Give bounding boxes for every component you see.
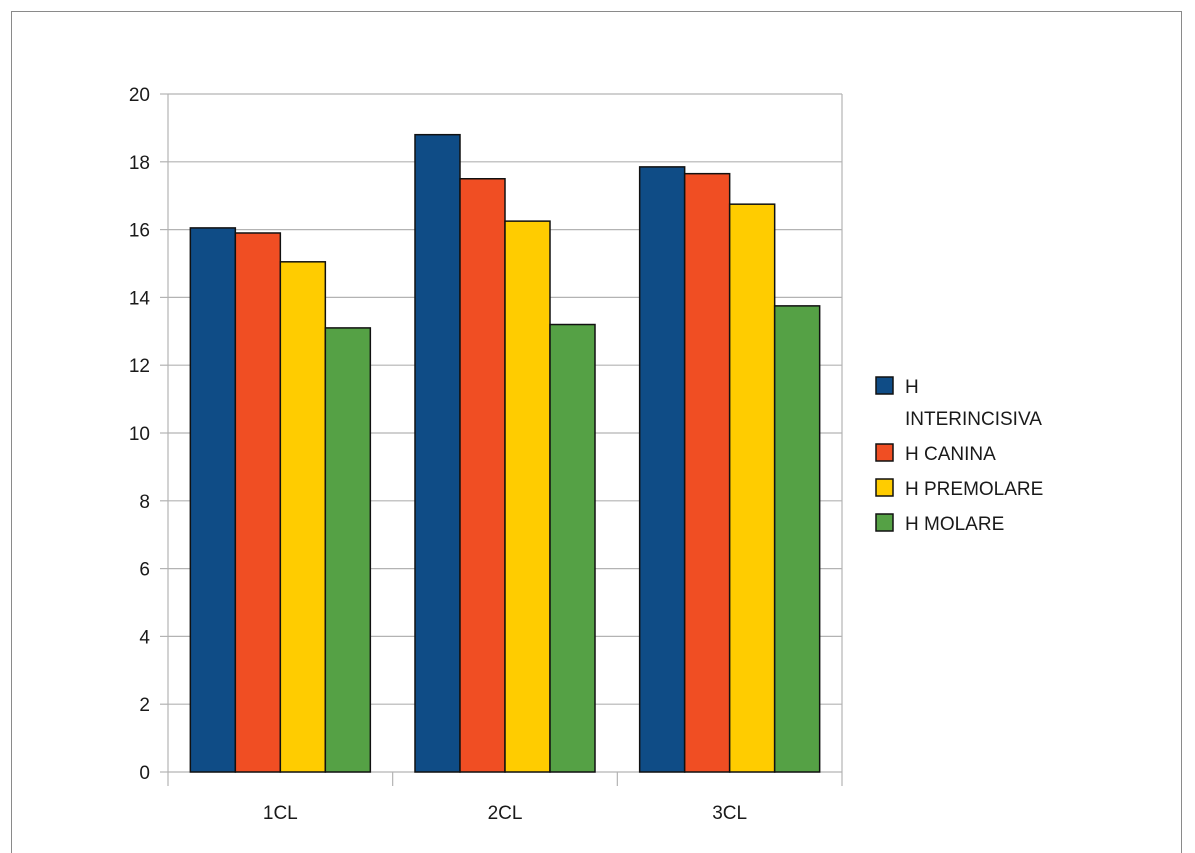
bar-h-canina-2cl <box>459 178 506 773</box>
legend-label-h-interincisiva: INTERINCISIVA <box>905 409 1042 430</box>
bar-h-molare-1cl <box>324 327 372 773</box>
legend-label-h-premolare: H PREMOLARE <box>905 479 1043 500</box>
y-tick-label: 0 <box>139 763 150 784</box>
x-tick-label: 1CL <box>263 803 298 824</box>
y-tick-label: 20 <box>129 85 150 106</box>
bar-h-molare-3cl <box>773 305 821 773</box>
y-tick-label: 18 <box>129 153 150 174</box>
y-tick-label: 16 <box>129 221 150 242</box>
legend-swatch-h-premolare <box>875 478 894 497</box>
bar-h-premolare-2cl <box>504 220 551 773</box>
bar-h-premolare-3cl <box>728 203 776 773</box>
bar-h-interincisiva-1cl <box>189 227 237 773</box>
y-tick-label: 2 <box>139 695 150 716</box>
y-tick-label: 10 <box>129 424 150 445</box>
x-tick-label: 3CL <box>712 803 747 824</box>
y-tick-label: 12 <box>129 356 150 377</box>
legend: H INTERINCISIVA H CANINA H PREMOLARE H MOLAR… <box>875 376 1043 535</box>
legend-swatch-h-interincisiva <box>875 376 894 395</box>
y-tick-label: 14 <box>129 288 151 309</box>
bar-h-interincisiva-3cl <box>638 166 686 773</box>
y-tick-label: 6 <box>139 560 150 581</box>
legend-label-h-canina: H CANINA <box>905 444 996 465</box>
bar-h-canina-3cl <box>683 172 731 773</box>
legend-swatch-h-molare <box>875 513 894 532</box>
x-tick-label: 2CL <box>488 803 523 824</box>
legend-swatch-h-canina <box>875 443 894 462</box>
bar-h-canina-1cl <box>234 232 282 773</box>
y-tick-label: 8 <box>139 492 150 513</box>
legend-label-h-molare: H MOLARE <box>905 514 1004 535</box>
legend-label-h-interincisiva: H <box>905 377 919 398</box>
bars <box>189 133 821 773</box>
bar-h-premolare-1cl <box>279 261 327 773</box>
bar-h-interincisiva-2cl <box>414 133 461 773</box>
y-axis-tick-labels: 0 2 4 6 8 10 12 14 16 18 20 <box>129 85 151 784</box>
y-tick-label: 4 <box>139 627 150 648</box>
x-axis-tick-labels: 1CL 2CL 3CL <box>263 803 747 824</box>
bar-h-molare-2cl <box>549 323 596 773</box>
